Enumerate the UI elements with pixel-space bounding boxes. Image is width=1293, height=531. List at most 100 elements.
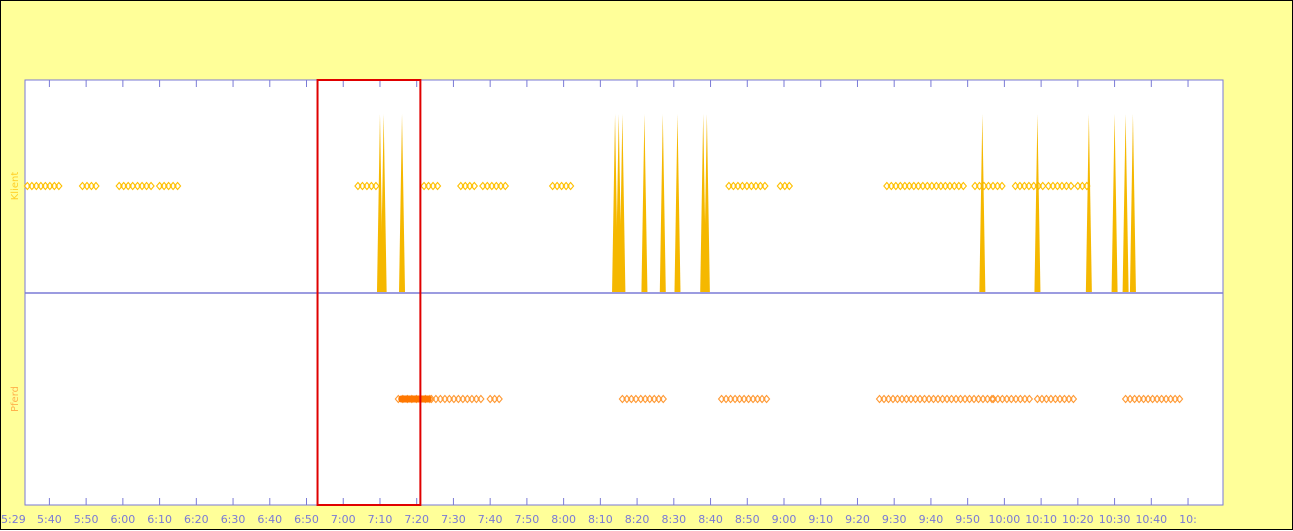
event-marker [433, 181, 442, 191]
event-marker [956, 394, 965, 404]
tick-label-9-10: 9:10 [808, 513, 833, 526]
event-marker [147, 181, 155, 191]
event-marker [965, 394, 974, 404]
event-marker [445, 394, 454, 404]
event-marker [142, 181, 151, 191]
event-marker [1016, 394, 1025, 404]
spike [703, 114, 710, 292]
event-marker [1047, 394, 1055, 404]
event-marker [946, 181, 954, 191]
event-marker [160, 181, 168, 191]
event-marker [450, 394, 458, 404]
event-marker [1007, 394, 1016, 404]
event-marker [785, 181, 794, 191]
event-marker [1003, 394, 1011, 404]
event-marker [752, 181, 760, 191]
event-marker [492, 181, 501, 191]
spike [380, 114, 387, 292]
event-marker [501, 181, 510, 191]
event-marker [961, 394, 969, 404]
event-marker [883, 181, 891, 191]
tick-label-7-30: 7:30 [441, 513, 466, 526]
event-marker [1020, 181, 1029, 191]
event-marker [50, 181, 59, 191]
event-marker [907, 394, 915, 404]
event-marker [880, 394, 888, 404]
event-marker [932, 181, 941, 191]
event-marker [1148, 394, 1157, 404]
tick-label-8-30: 8:30 [661, 513, 686, 526]
event-marker [87, 181, 96, 191]
event-marker [1139, 394, 1148, 404]
tick-label-5-50: 5:50 [74, 513, 99, 526]
event-marker [164, 181, 173, 191]
event-marker [659, 394, 667, 404]
spike [979, 114, 986, 292]
spike [1034, 114, 1041, 292]
event-marker [420, 181, 428, 191]
event-marker [884, 394, 893, 404]
event-marker [919, 181, 927, 191]
event-marker [1135, 394, 1143, 404]
event-marker [920, 394, 929, 404]
event-marker [627, 394, 636, 404]
tick-label-8-40: 8:40 [698, 513, 723, 526]
tick-label-6-10: 6:10 [147, 513, 172, 526]
event-marker [1166, 394, 1175, 404]
event-marker [461, 181, 470, 191]
tick-label-9-50: 9:50 [955, 513, 980, 526]
dense-event-bar [398, 395, 432, 403]
event-marker [463, 394, 472, 404]
event-marker [929, 394, 938, 404]
event-marker [959, 181, 968, 191]
tick-label-10-: 10: [1179, 513, 1197, 526]
tick-label-10-20: 10:20 [1062, 513, 1094, 526]
event-marker [562, 181, 570, 191]
event-marker [1021, 394, 1029, 404]
event-marker [1056, 394, 1064, 404]
event-marker [432, 394, 440, 404]
event-marker [753, 394, 762, 404]
event-marker [128, 181, 137, 191]
event-marker [1065, 394, 1073, 404]
event-marker [557, 181, 566, 191]
tick-label-9-30: 9:30 [882, 513, 907, 526]
tick-label-6-50: 6:50 [294, 513, 319, 526]
event-marker [646, 394, 654, 404]
event-marker [454, 394, 463, 404]
event-marker [998, 181, 1006, 191]
event-marker [1121, 394, 1130, 404]
event-marker [994, 394, 1002, 404]
spike [1111, 114, 1118, 292]
event-marker [78, 181, 87, 191]
event-marker [566, 181, 575, 191]
event-marker [1157, 394, 1166, 404]
event-marker [1049, 181, 1057, 191]
event-marker [1044, 181, 1053, 191]
event-marker [993, 181, 1002, 191]
event-marker [1025, 394, 1034, 404]
event-marker [747, 181, 756, 191]
spike [659, 114, 666, 292]
tick-label-9-00: 9:00 [772, 513, 797, 526]
event-marker [1053, 181, 1062, 191]
event-marker [497, 181, 505, 191]
event-marker [756, 181, 765, 191]
event-marker [934, 394, 942, 404]
event-marker [979, 394, 987, 404]
event-marker [984, 181, 993, 191]
tick-label-10-30: 10:30 [1099, 513, 1131, 526]
event-marker [169, 181, 177, 191]
spike [1122, 114, 1129, 292]
event-marker [133, 181, 142, 191]
event-marker [1153, 394, 1161, 404]
event-marker [749, 394, 757, 404]
event-marker [776, 181, 785, 191]
event-marker [729, 181, 738, 191]
event-marker [910, 181, 918, 191]
event-marker [119, 181, 128, 191]
event-marker [466, 181, 474, 191]
event-marker [623, 394, 631, 404]
event-marker [875, 394, 884, 404]
event-marker [483, 181, 492, 191]
